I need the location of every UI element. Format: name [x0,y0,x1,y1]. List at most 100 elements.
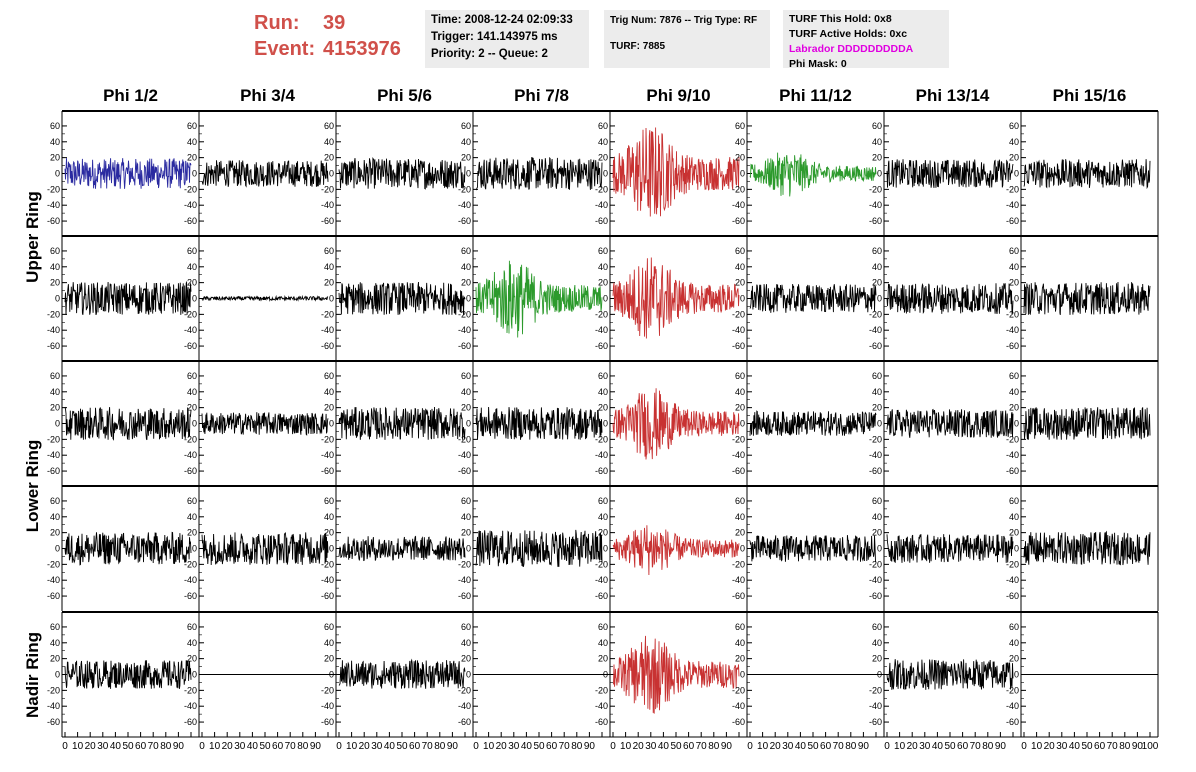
y-tick-label: -40 [595,701,608,711]
y-tick-label: -40 [732,701,745,711]
waveform-trace [64,660,192,689]
y-tick-label: 0 [329,169,334,179]
y-tick-label: 40 [598,387,608,397]
y-tick-label: -20 [321,309,334,319]
y-tick-label: 20 [735,153,745,163]
x-tick-label: 80 [982,741,994,752]
x-tick-label: 20 [633,741,645,752]
y-tick-label: 20 [50,278,60,288]
y-tick-label: -20 [595,559,608,569]
waveform-trace [612,388,740,460]
x-tick-label: 90 [447,741,459,752]
y-tick-label: -20 [321,434,334,444]
y-tick-label: 60 [1009,246,1019,256]
y-tick-label: 0 [192,544,197,554]
y-tick-label: 0 [877,169,882,179]
x-tick-label: 50 [807,741,819,752]
y-tick-label: -20 [458,309,471,319]
y-tick-label: -20 [47,685,60,695]
y-tick-label: -60 [595,216,608,226]
y-tick-label: -20 [47,559,60,569]
y-tick-label: -40 [869,575,882,585]
y-tick-label: 60 [598,622,608,632]
waveform-trace [201,532,329,566]
waveform-trace [886,659,1014,690]
y-tick-label: 0 [192,419,197,429]
y-tick-label: -40 [321,450,334,460]
waveform-panel: 60 40 20 0 -20 -40 -60 [321,486,466,611]
y-tick-label: -60 [595,717,608,727]
y-tick-label: -20 [184,559,197,569]
waveform-panel: 60 40 20 0 -20 -40 -60 [184,111,329,236]
y-tick-label: 60 [872,371,882,381]
x-tick-label: 30 [782,741,794,752]
turf-active-text: TURF Active Holds: 0xc [789,28,908,40]
y-tick-label: 0 [1014,670,1019,680]
y-tick-label: -60 [321,341,334,351]
y-tick-label: -60 [47,216,60,226]
time-info-box: Time: 2008-12-24 02:09:33 Trigger: 141.1… [425,10,589,68]
y-tick-label: -60 [869,717,882,727]
y-tick-label: -60 [732,466,745,476]
y-tick-label: -40 [184,575,197,585]
y-tick-label: -40 [732,200,745,210]
event-value: 4153976 [323,38,401,60]
y-tick-label: 60 [598,121,608,131]
waveform-panel: 60 40 20 0 -20 -40 -60 [458,361,603,486]
y-tick-label: -60 [321,216,334,226]
waveform-panel: 60 40 20 0 -20 -40 -60 [732,486,877,611]
y-tick-label: -20 [458,685,471,695]
waveform-panel: 60 40 20 0 -20 -40 -60 [1006,361,1151,486]
waveform-panel: 60 40 20 0 -20 -40 -60 [732,236,877,361]
waveform-panel: 60 40 20 0 -20 -40 -60 [458,612,610,737]
x-tick-label: 60 [135,741,147,752]
y-tick-label: -20 [595,434,608,444]
y-tick-label: 20 [324,278,334,288]
x-tick-label: 50 [944,741,956,752]
y-tick-label: 60 [461,371,471,381]
y-tick-label: -20 [184,309,197,319]
x-tick-label: 60 [272,741,284,752]
y-tick-label: -20 [47,434,60,444]
y-tick-label: 0 [1014,544,1019,554]
y-tick-label: -60 [869,591,882,601]
y-tick-label: -20 [869,184,882,194]
waveform-panel: 60 40 20 0 -20 -40 -60 [595,236,740,361]
y-tick-label: 60 [1009,622,1019,632]
y-tick-label: -40 [595,200,608,210]
x-tick-label: 50 [1081,741,1093,752]
waveform-trace [749,535,877,562]
y-tick-label: -60 [458,466,471,476]
x-tick-label: 0 [199,741,205,752]
waveform-panel: 60 40 20 0 -20 -40 -60 [869,111,1014,236]
waveform-trace [1023,530,1151,566]
y-tick-label: -40 [869,701,882,711]
y-tick-label: 20 [50,654,60,664]
labrador-text: Labrador DDDDDDDDDA [789,43,914,55]
x-tick-label: 40 [521,741,533,752]
time-text: Time: 2008-12-24 02:09:33 [431,14,573,26]
x-tick-label: 90 [721,741,733,752]
y-tick-label: 20 [872,403,882,413]
y-tick-label: 20 [1009,528,1019,538]
x-tick-label: 20 [1044,741,1056,752]
y-tick-label: -60 [732,591,745,601]
y-tick-label: -40 [595,575,608,585]
y-tick-label: 60 [735,121,745,131]
waveform-trace [612,525,740,576]
waveform-trace [338,535,466,562]
x-tick-label: 10 [209,741,221,752]
x-tick-label: 90 [310,741,322,752]
run-value: 39 [323,12,346,34]
x-tick-label: 0 [473,741,479,752]
x-tick-label: 80 [1119,741,1131,752]
y-tick-label: 60 [187,246,197,256]
y-tick-label: -40 [458,325,471,335]
y-tick-label: 40 [872,137,882,147]
y-tick-label: 40 [50,387,60,397]
x-tick-label: 10 [72,741,84,752]
y-tick-label: 60 [872,121,882,131]
waveform-panel: 60 40 20 0 -20 -40 -60 [47,361,192,486]
y-tick-label: -40 [595,325,608,335]
waveform-trace [64,531,192,566]
